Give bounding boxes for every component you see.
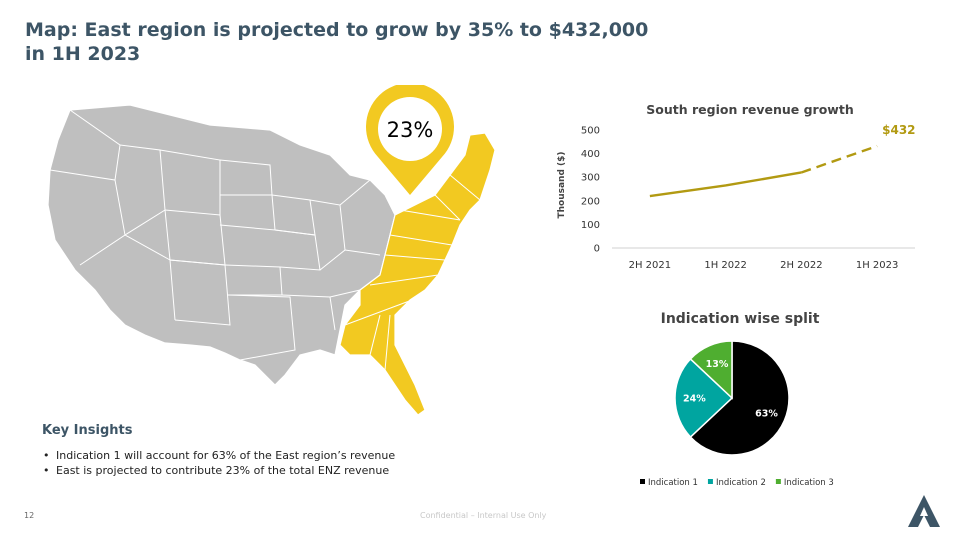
pie-chart-title: Indication wise split [661,311,820,327]
pie-slice [674,357,734,439]
page-title: Map: East region is projected to grow by… [25,19,649,65]
legend-label: Indication 1 [648,478,698,488]
map-callout-value: 23% [387,118,434,142]
legend-label: Indication 3 [784,478,834,488]
x-tick-label: 2H 2021 [629,260,672,271]
y-tick-label: 400 [581,149,600,160]
series-line-actual [649,171,802,198]
key-insights: Key Insights Indication 1 will account f… [42,423,395,478]
map-callout-pin-icon: 23% [366,85,454,195]
x-tick-label: 1H 2022 [704,260,747,271]
pie-slice [689,340,733,400]
pie-slice-label: 24% [683,394,706,405]
page-number: 12 [24,511,35,520]
pie-slice-label: 63% [755,408,778,419]
y-tick-label: 300 [581,173,600,184]
series-line-projected [800,144,878,174]
confidential-note: Confidential – Internal Use Only [420,511,547,520]
map-east-region [339,132,496,416]
legend-swatch [775,479,781,484]
end-data-label: $432 [882,123,915,137]
mountain-a-logo-icon [908,495,940,527]
us-map [47,104,496,416]
key-insights-list: Indication 1 will account for 63% of the… [42,448,395,478]
legend-swatch [707,479,713,484]
y-tick-label: 500 [581,126,600,137]
y-tick-label: 200 [581,196,600,207]
pie-chart: Indication wise split 63% 24% 13% Indicati… [640,311,834,488]
x-tick-label: 1H 2023 [856,260,899,271]
x-tick-label: 2H 2022 [780,260,823,271]
y-tick-label: 100 [581,220,600,231]
legend-label: Indication 2 [716,478,766,488]
line-chart-title: South region revenue growth [646,102,853,117]
line-chart: South region revenue growth Thousand ($)… [557,102,916,271]
legend-swatch [640,479,645,484]
y-tick-label: 0 [594,244,600,255]
pie-slice [689,340,790,456]
key-insights-heading: Key Insights [42,423,133,438]
line-chart-ylabel: Thousand ($) [557,151,567,218]
insight-bullet: East is projected to contribute 23% of t… [43,463,395,478]
insight-bullet: Indication 1 will account for 63% of the… [43,448,395,463]
map-base-region [47,104,396,386]
pie-slice-label: 13% [706,359,729,370]
